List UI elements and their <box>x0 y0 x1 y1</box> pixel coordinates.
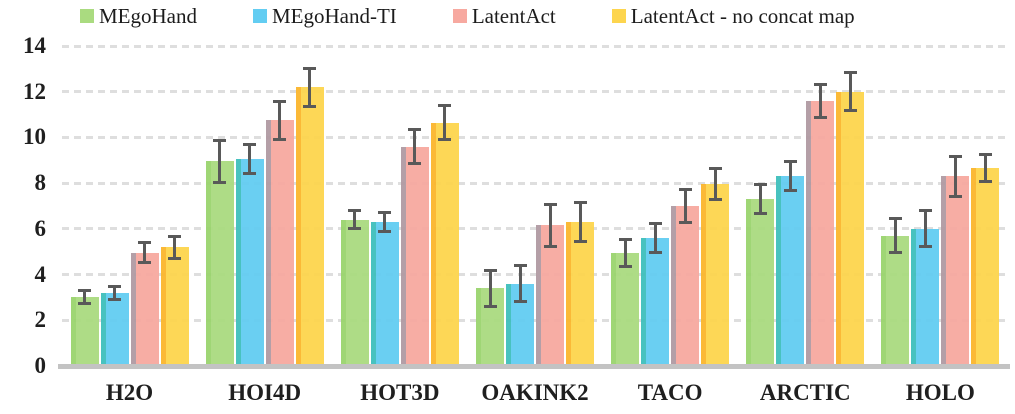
y-axis-tick-4: 4 <box>34 261 47 287</box>
error-bar-taco-series-4 <box>708 167 722 202</box>
error-bar-hot3d-series-2 <box>378 210 392 234</box>
legend-swatch-icon <box>253 9 267 23</box>
error-bar-taco-series-1 <box>618 238 632 268</box>
legend-item-1: MEgoHand <box>80 4 197 29</box>
bar-hot3d-series-1 <box>340 219 369 366</box>
bar-h2o-series-1 <box>70 297 99 366</box>
bar-holo-series-1 <box>881 235 910 366</box>
error-bar-arctic-series-1 <box>753 183 767 216</box>
error-bar-h2o-series-1 <box>78 289 92 306</box>
legend-swatch-icon <box>452 9 467 23</box>
error-bar-hoi4d-series-1 <box>213 138 227 185</box>
gridline-y-6 <box>62 227 1008 231</box>
y-axis-tick-14: 14 <box>23 33 46 58</box>
gridline-y-14 <box>62 44 1008 48</box>
bar-hot3d-series-3 <box>400 146 429 366</box>
y-axis-tick-8: 8 <box>34 170 47 196</box>
bar-taco-series-2 <box>641 238 670 366</box>
bar-holo-series-3 <box>941 176 970 366</box>
y-axis-tick-6: 6 <box>34 215 47 241</box>
x-axis-label-oakink2: OAKINK2 <box>481 380 589 405</box>
error-bar-holo-series-1 <box>888 217 902 254</box>
error-bar-oakink2-series-4 <box>573 201 587 243</box>
y-axis-tick-2: 2 <box>34 307 47 333</box>
legend-swatch-icon <box>80 9 94 23</box>
y-axis-tick-12: 12 <box>23 78 46 104</box>
y-axis-tick-10: 10 <box>23 124 46 150</box>
error-bar-oakink2-series-1 <box>483 268 497 308</box>
bar-hoi4d-series-2 <box>235 159 264 366</box>
error-bar-hot3d-series-3 <box>408 128 422 165</box>
error-bar-oakink2-series-2 <box>513 264 527 304</box>
gridline-y-2 <box>62 318 1008 322</box>
bar-arctic-series-3 <box>806 100 835 366</box>
x-axis-label-hot3d: HOT3D <box>360 380 440 405</box>
bar-oakink2-series-4 <box>566 222 594 366</box>
gridline-y-12 <box>62 90 1008 94</box>
x-axis-label-taco: TACO <box>637 380 703 405</box>
bar-h2o-series-4 <box>160 247 189 366</box>
bar-hoi4d-series-4 <box>295 87 324 366</box>
bar-taco-series-1 <box>611 252 640 366</box>
error-bar-taco-series-2 <box>648 222 662 254</box>
error-bar-arctic-series-4 <box>843 71 857 113</box>
x-axis-label-holo: HOLO <box>905 380 975 405</box>
error-bar-holo-series-3 <box>948 154 962 198</box>
legend-item-2: MEgoHand-TI <box>253 4 397 29</box>
error-bar-hot3d-series-4 <box>438 104 452 141</box>
bar-hoi4d-series-3 <box>265 120 294 366</box>
error-bar-hot3d-series-1 <box>348 209 362 230</box>
bar-hot3d-series-4 <box>430 122 459 366</box>
error-bar-arctic-series-3 <box>813 82 827 120</box>
error-bar-holo-series-4 <box>978 153 992 184</box>
error-bar-oakink2-series-3 <box>543 202 557 249</box>
error-bar-h2o-series-4 <box>168 234 182 260</box>
error-bar-arctic-series-2 <box>783 160 797 193</box>
bar-hoi4d-series-1 <box>205 161 234 366</box>
error-bar-h2o-series-3 <box>138 241 152 265</box>
legend-label: LatentAct - no concat map <box>630 3 855 28</box>
legend-label: MEgoHand <box>99 3 197 28</box>
bar-arctic-series-1 <box>746 199 775 366</box>
bar-arctic-series-4 <box>836 91 865 366</box>
legend-item-3: LatentAct <box>452 3 556 29</box>
bar-h2o-series-2 <box>100 292 129 366</box>
legend-swatch-icon <box>611 9 626 23</box>
bar-hot3d-series-2 <box>370 222 399 366</box>
bar-oakink2-series-3 <box>536 225 564 366</box>
gridline-y-8 <box>62 181 1008 185</box>
x-axis-label-h2o: H2O <box>105 380 154 405</box>
gridline-y-4 <box>62 273 1008 277</box>
bar-holo-series-2 <box>911 228 940 366</box>
bar-taco-series-4 <box>701 184 730 366</box>
x-axis-label-arctic: ARCTIC <box>759 380 851 405</box>
legend-item-4: LatentAct - no concat map <box>611 3 855 29</box>
bar-taco-series-3 <box>671 206 700 366</box>
error-bar-hoi4d-series-4 <box>303 66 317 108</box>
legend-label: LatentAct <box>471 3 556 28</box>
error-bar-h2o-series-2 <box>108 284 122 301</box>
error-bar-holo-series-2 <box>918 209 932 249</box>
x-axis-label-hoi4d: HOI4D <box>228 380 302 405</box>
bar-h2o-series-3 <box>130 252 159 366</box>
bar-holo-series-4 <box>971 168 1000 366</box>
bar-arctic-series-2 <box>776 176 805 366</box>
error-bar-hoi4d-series-3 <box>273 99 287 141</box>
chart-legend: MEgoHand MEgoHand-TI LatentAct LatentAct - … <box>80 2 855 30</box>
error-bar-taco-series-3 <box>678 187 692 225</box>
error-bar-hoi4d-series-2 <box>243 143 257 176</box>
y-axis-tick-0: 0 <box>34 353 47 378</box>
gridline-y-10 <box>62 135 1008 139</box>
x-axis-baseline <box>58 364 1010 369</box>
legend-label: MEgoHand-TI <box>272 3 397 28</box>
